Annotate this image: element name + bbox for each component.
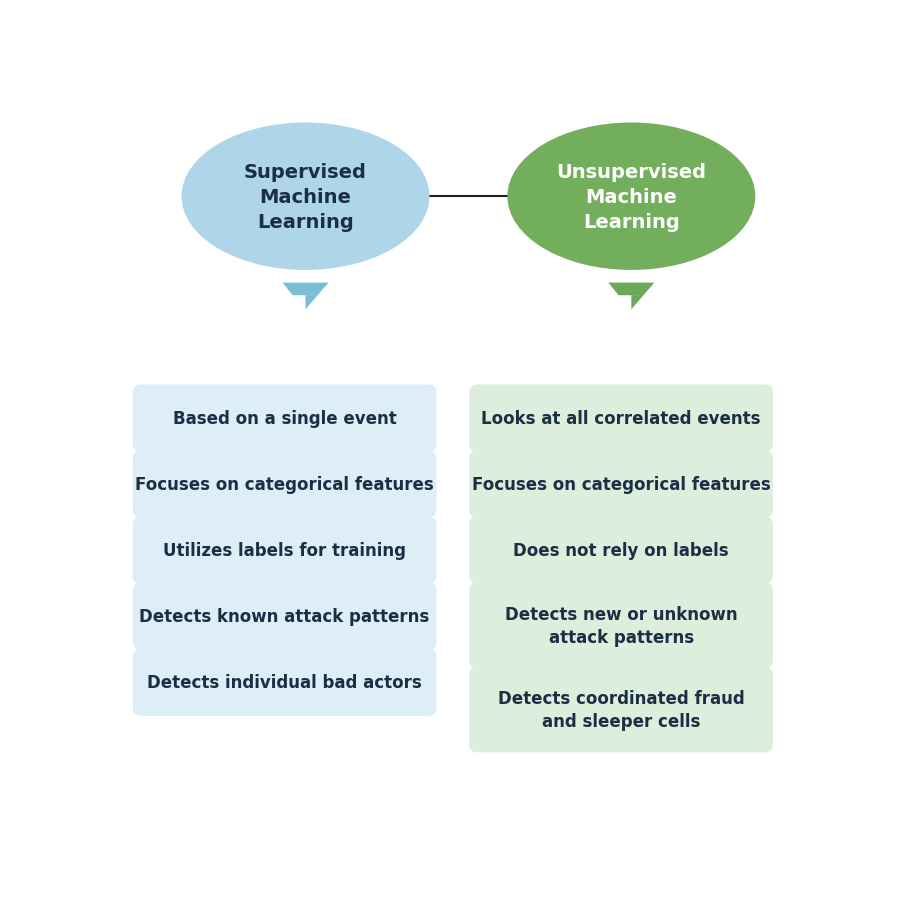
Text: Does not rely on labels: Does not rely on labels — [514, 541, 728, 559]
Text: Based on a single event: Based on a single event — [173, 410, 397, 427]
Text: Focuses on categorical features: Focuses on categorical features — [135, 476, 434, 494]
Polygon shape — [609, 283, 654, 310]
Text: Detects new or unknown
attack patterns: Detects new or unknown attack patterns — [505, 605, 738, 646]
Polygon shape — [282, 283, 328, 310]
Text: Focuses on categorical features: Focuses on categorical features — [472, 476, 771, 494]
Text: Utilizes labels for training: Utilizes labels for training — [163, 541, 406, 559]
FancyBboxPatch shape — [469, 667, 773, 752]
FancyBboxPatch shape — [469, 385, 773, 453]
FancyBboxPatch shape — [133, 649, 437, 716]
Text: Detects coordinated fraud
and sleeper cells: Detects coordinated fraud and sleeper ce… — [498, 690, 744, 731]
Text: Detects individual bad actors: Detects individual bad actors — [147, 673, 422, 691]
Ellipse shape — [507, 123, 755, 271]
Text: Detects known attack patterns: Detects known attack patterns — [140, 608, 430, 626]
FancyBboxPatch shape — [133, 385, 437, 453]
FancyBboxPatch shape — [469, 451, 773, 518]
FancyBboxPatch shape — [469, 583, 773, 669]
FancyBboxPatch shape — [133, 451, 437, 518]
Text: Supervised
Machine
Learning: Supervised Machine Learning — [244, 162, 367, 231]
FancyBboxPatch shape — [133, 583, 437, 650]
Text: Unsupervised
Machine
Learning: Unsupervised Machine Learning — [557, 162, 707, 231]
FancyBboxPatch shape — [133, 517, 437, 584]
Text: Looks at all correlated events: Looks at all correlated events — [482, 410, 760, 427]
Ellipse shape — [182, 123, 430, 271]
FancyBboxPatch shape — [469, 517, 773, 584]
